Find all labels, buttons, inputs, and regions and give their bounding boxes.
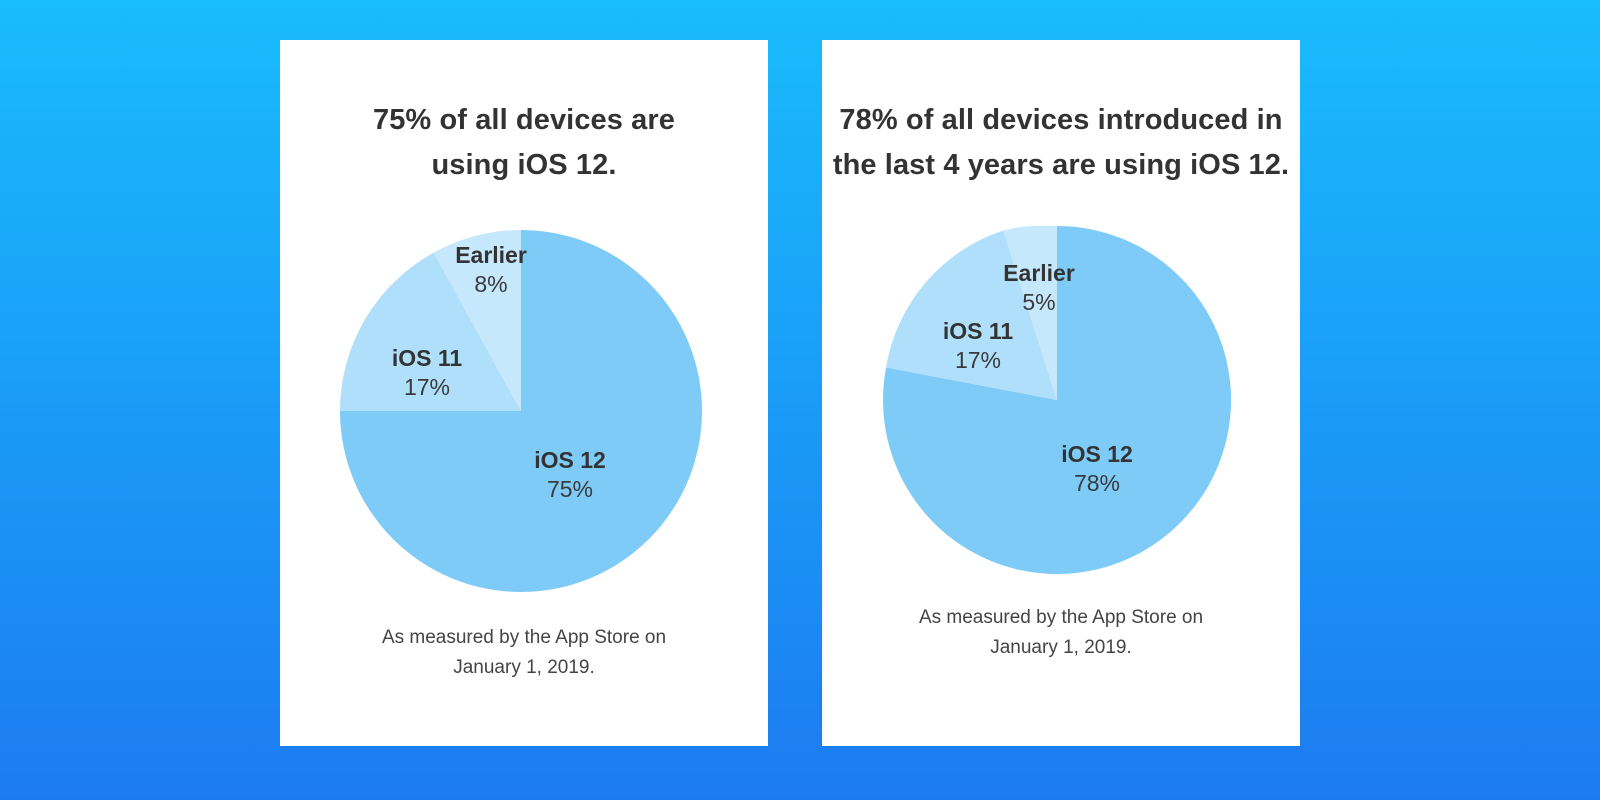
pie-chart [340, 230, 702, 592]
footnote-line-2: January 1, 2019. [990, 637, 1132, 658]
chart-title-line-1: 78% of all devices introduced in [839, 104, 1283, 136]
footnote-line-1: As measured by the App Store on [918, 607, 1204, 628]
chart-title-line-2: the last 4 years are using iOS 12. [832, 149, 1290, 181]
label-earlier: Earlier 5% [1003, 260, 1075, 315]
label-ios12: iOS 12 75% [534, 447, 606, 502]
pie-slice-ios12 [883, 226, 1231, 574]
pie-slice-earlier [1003, 226, 1057, 400]
footnote-line-1: As measured by the App Store on [381, 627, 667, 648]
chart-title-line-2: using iOS 12. [431, 149, 617, 181]
label-ios12: iOS 12 78% [1061, 441, 1133, 496]
pie-slice-ios11 [340, 252, 521, 411]
chart-title: 75% of all devices are using iOS 12. [280, 98, 768, 188]
chart-card-all-devices: 75% of all devices are using iOS 12. Ear… [280, 40, 768, 746]
footnote: As measured by the App Store on January … [280, 623, 768, 683]
label-ios11: iOS 11 17% [391, 345, 463, 400]
footnote-line-2: January 1, 2019. [453, 657, 595, 678]
pie-chart [883, 226, 1231, 574]
pie-slice-ios11 [886, 230, 1057, 400]
label-ios11: iOS 11 17% [942, 318, 1014, 373]
pie-slice-earlier [433, 230, 521, 411]
chart-title-line-1: 75% of all devices are [372, 104, 676, 136]
footnote: As measured by the App Store on January … [822, 603, 1300, 663]
chart-title: 78% of all devices introduced in the las… [822, 98, 1300, 188]
chart-card-recent-devices: 78% of all devices introduced in the las… [822, 40, 1300, 746]
label-earlier: Earlier 8% [455, 242, 527, 297]
